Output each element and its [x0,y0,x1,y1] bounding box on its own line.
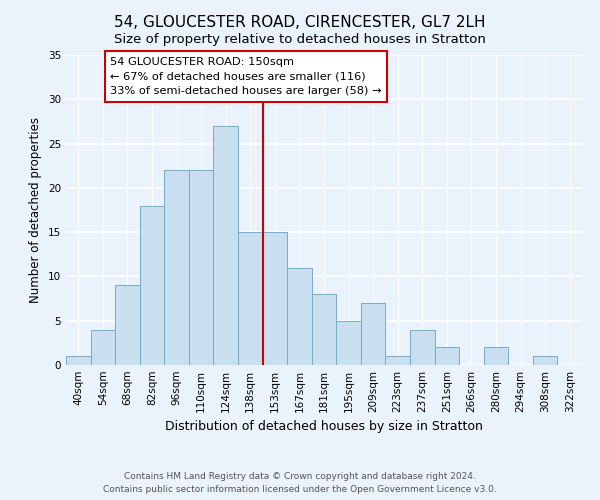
Bar [66,356,91,365]
Bar [263,232,287,365]
Y-axis label: Number of detached properties: Number of detached properties [29,117,43,303]
Bar [533,356,557,365]
Bar [115,286,140,365]
Bar [140,206,164,365]
X-axis label: Distribution of detached houses by size in Stratton: Distribution of detached houses by size … [165,420,483,434]
Bar [214,126,238,365]
Bar [91,330,115,365]
Bar [287,268,312,365]
Bar [385,356,410,365]
Bar [484,348,508,365]
Bar [434,348,459,365]
Text: 54, GLOUCESTER ROAD, CIRENCESTER, GL7 2LH: 54, GLOUCESTER ROAD, CIRENCESTER, GL7 2L… [114,15,486,30]
Bar [336,320,361,365]
Bar [312,294,336,365]
Text: Size of property relative to detached houses in Stratton: Size of property relative to detached ho… [114,32,486,46]
Text: 54 GLOUCESTER ROAD: 150sqm
← 67% of detached houses are smaller (116)
33% of sem: 54 GLOUCESTER ROAD: 150sqm ← 67% of deta… [110,57,382,96]
Bar [189,170,214,365]
Bar [164,170,189,365]
Text: Contains HM Land Registry data © Crown copyright and database right 2024.
Contai: Contains HM Land Registry data © Crown c… [103,472,497,494]
Bar [361,303,385,365]
Bar [410,330,434,365]
Bar [238,232,263,365]
